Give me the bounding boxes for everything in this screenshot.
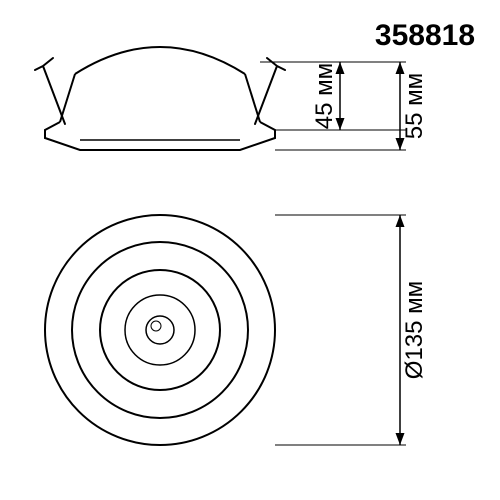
dim-inner-height: 45 мм (311, 63, 338, 129)
dim-outer-height: 55 мм (401, 73, 428, 139)
product-code: 358818 (375, 19, 475, 52)
technical-drawing: 358818 45 мм 55 мм Ø135 мм (0, 0, 500, 500)
side-elevation-view (35, 47, 285, 150)
dimension-annotations: 45 мм 55 мм Ø135 мм (260, 62, 428, 445)
dim-diameter: Ø135 мм (401, 281, 428, 379)
front-plan-view (45, 215, 275, 445)
